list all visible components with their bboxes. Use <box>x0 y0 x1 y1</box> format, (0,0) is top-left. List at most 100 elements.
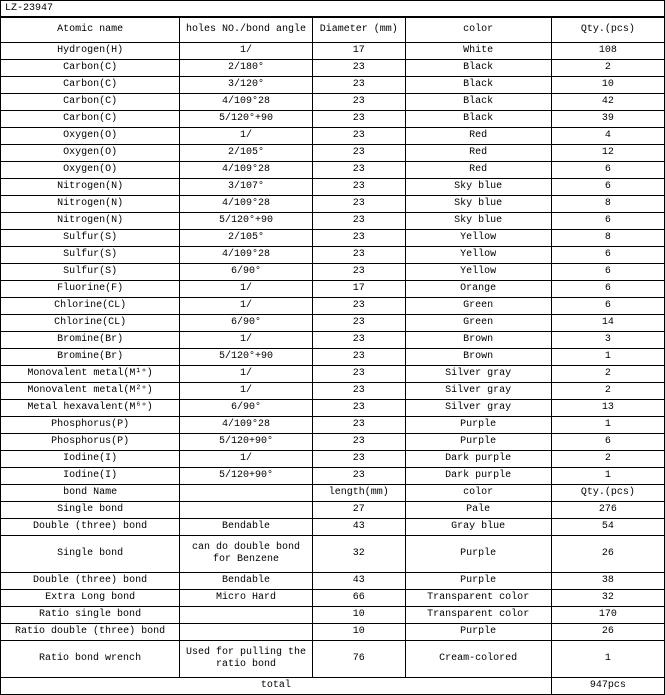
cell-diameter: 23 <box>312 451 405 468</box>
table-row: Ratio bond wrenchUsed for pulling the ra… <box>1 641 665 678</box>
cell-color: Brown <box>405 332 551 349</box>
cell-name: Iodine(I) <box>1 468 180 485</box>
cell-diameter: 23 <box>312 434 405 451</box>
cell-name: Sulfur(S) <box>1 264 180 281</box>
col-atomic-name: Atomic name <box>1 18 180 43</box>
cell-qty: 14 <box>551 315 664 332</box>
cell-qty: 276 <box>551 502 664 519</box>
col-length: length(mm) <box>312 485 405 502</box>
cell-color: Green <box>405 315 551 332</box>
table-row: Monovalent metal(M¹⁺)1/23Silver gray2 <box>1 366 665 383</box>
col-color: color <box>405 18 551 43</box>
table-row: Iodine(I)1/23Dark purple2 <box>1 451 665 468</box>
cell-color: Black <box>405 77 551 94</box>
cell-name: Double (three) bond <box>1 519 180 536</box>
cell-note: can do double bond for Benzene <box>180 536 313 573</box>
cell-holes: 5/120+90° <box>180 468 313 485</box>
cell-holes: 1/ <box>180 383 313 400</box>
cell-holes: 1/ <box>180 451 313 468</box>
cell-color: Red <box>405 145 551 162</box>
cell-diameter: 23 <box>312 383 405 400</box>
cell-holes: 5/120°+90 <box>180 213 313 230</box>
cell-color: Gray blue <box>405 519 551 536</box>
cell-qty: 42 <box>551 94 664 111</box>
cell-color: Silver gray <box>405 400 551 417</box>
cell-diameter: 23 <box>312 162 405 179</box>
cell-name: Monovalent metal(M¹⁺) <box>1 366 180 383</box>
cell-color: Dark purple <box>405 468 551 485</box>
cell-name: Bromine(Br) <box>1 349 180 366</box>
cell-color: Black <box>405 94 551 111</box>
cell-color: White <box>405 43 551 60</box>
table-row: Nitrogen(N)4/109°2823Sky blue8 <box>1 196 665 213</box>
cell-qty: 108 <box>551 43 664 60</box>
cell-holes: 2/180° <box>180 60 313 77</box>
cell-holes: 5/120°+90 <box>180 111 313 128</box>
cell-length: 66 <box>312 590 405 607</box>
table-container: LZ-23947 Atomic nameholes NO./bond angle… <box>0 0 665 695</box>
cell-name: Oxygen(O) <box>1 162 180 179</box>
col-bond-name: bond Name <box>1 485 180 502</box>
cell-holes: 4/109°28 <box>180 196 313 213</box>
cell-diameter: 23 <box>312 230 405 247</box>
table-row: Nitrogen(N)3/107°23Sky blue6 <box>1 179 665 196</box>
cell-qty: 1 <box>551 417 664 434</box>
cell-qty: 26 <box>551 624 664 641</box>
header-row-bonds: bond Namelength(mm)colorQty.(pcs) <box>1 485 665 502</box>
col-qty: Qty.(pcs) <box>551 18 664 43</box>
cell-holes: 1/ <box>180 128 313 145</box>
cell-color: Sky blue <box>405 179 551 196</box>
cell-diameter: 23 <box>312 400 405 417</box>
cell-name: Extra Long bond <box>1 590 180 607</box>
cell-holes: 1/ <box>180 281 313 298</box>
cell-qty: 12 <box>551 145 664 162</box>
cell-length: 76 <box>312 641 405 678</box>
table-row: Carbon(C)4/109°2823Black42 <box>1 94 665 111</box>
product-code: LZ-23947 <box>0 0 664 17</box>
cell-color: Cream-colored <box>405 641 551 678</box>
table-row: Single bondcan do double bond for Benzen… <box>1 536 665 573</box>
cell-qty: 13 <box>551 400 664 417</box>
total-value: 947pcs <box>551 678 664 695</box>
cell-qty: 32 <box>551 590 664 607</box>
table-row: Ratio double (three) bond10Purple26 <box>1 624 665 641</box>
cell-holes: 4/109°28 <box>180 417 313 434</box>
cell-name: Oxygen(O) <box>1 145 180 162</box>
cell-color: Purple <box>405 417 551 434</box>
cell-qty: 4 <box>551 128 664 145</box>
cell-diameter: 23 <box>312 315 405 332</box>
cell-name: Chlorine(CL) <box>1 298 180 315</box>
table-row: Nitrogen(N)5/120°+9023Sky blue6 <box>1 213 665 230</box>
cell-holes: 5/120+90° <box>180 434 313 451</box>
table-row: Oxygen(O)1/23Red4 <box>1 128 665 145</box>
cell-qty: 2 <box>551 383 664 400</box>
table-row: Sulfur(S)6/90°23Yellow6 <box>1 264 665 281</box>
cell-name: Carbon(C) <box>1 111 180 128</box>
cell-color: Purple <box>405 573 551 590</box>
cell-qty: 6 <box>551 264 664 281</box>
table-row: Ratio single bond10Transparent color170 <box>1 607 665 624</box>
cell-color: Silver gray <box>405 366 551 383</box>
cell-color: Yellow <box>405 247 551 264</box>
cell-length: 43 <box>312 573 405 590</box>
cell-color: Yellow <box>405 264 551 281</box>
cell-color: Green <box>405 298 551 315</box>
cell-color: Purple <box>405 434 551 451</box>
cell-holes: 6/90° <box>180 400 313 417</box>
table-row: Chlorine(CL)1/23Green6 <box>1 298 665 315</box>
cell-qty: 6 <box>551 298 664 315</box>
cell-qty: 1 <box>551 468 664 485</box>
cell-length: 43 <box>312 519 405 536</box>
cell-qty: 6 <box>551 247 664 264</box>
cell-color: Black <box>405 60 551 77</box>
cell-note: Used for pulling the ratio bond <box>180 641 313 678</box>
cell-color: Red <box>405 128 551 145</box>
cell-name: Ratio bond wrench <box>1 641 180 678</box>
cell-qty: 2 <box>551 366 664 383</box>
cell-note: Bendable <box>180 519 313 536</box>
cell-name: Carbon(C) <box>1 77 180 94</box>
cell-name: Ratio single bond <box>1 607 180 624</box>
cell-name: Carbon(C) <box>1 94 180 111</box>
cell-name: Phosphorus(P) <box>1 417 180 434</box>
cell-holes: 3/120° <box>180 77 313 94</box>
